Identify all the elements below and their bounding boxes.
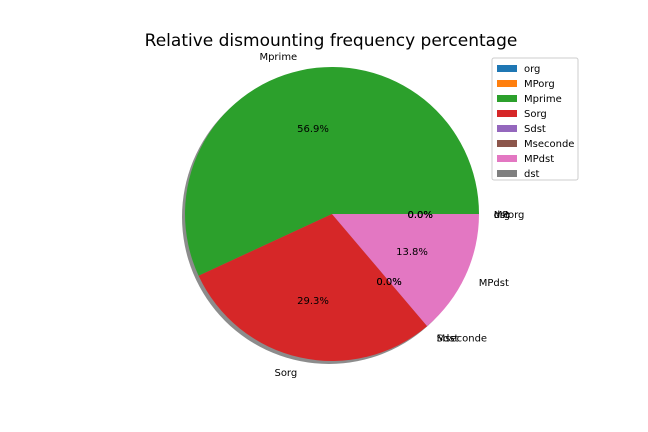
legend-items: org MPorg Mprime Sorg Sdst Mseconde MPdst dst — [497, 64, 574, 180]
slice-label-sorg: Sorg — [274, 368, 297, 379]
legend-swatch-mprime — [497, 95, 517, 102]
legend-label-sdst: Sdst — [524, 124, 546, 135]
legend-swatch-mpdst — [497, 155, 517, 162]
slice-percent-mpdst: 13.8% — [396, 247, 428, 258]
slice-percent-sdst: 0.0% — [376, 277, 401, 288]
legend-frame — [491, 57, 579, 181]
pie-slices — [184, 66, 479, 361]
slice-percent-mseconde: 0.0% — [376, 277, 401, 288]
legend-swatch-mseconde — [497, 140, 517, 147]
legend-swatch-sdst — [497, 125, 517, 132]
legend-label-mseconde: Mseconde — [524, 139, 574, 150]
slice-label-org: org — [494, 210, 510, 221]
pie-slice-sorg — [198, 214, 428, 361]
legend-swatch-dst — [497, 170, 517, 177]
pie-slice-mprime — [184, 66, 479, 276]
pie-slice-mpdst — [332, 214, 479, 327]
slice-percent-org: 0.0% — [407, 210, 432, 221]
legend-label-sorg: Sorg — [524, 109, 547, 120]
legend-label-dst: dst — [524, 169, 540, 180]
slice-label-mporg: MPorg — [494, 210, 525, 221]
slice-percent-mporg: 0.0% — [407, 210, 432, 221]
slice-label-dst: dst — [494, 210, 510, 221]
slice-percent-labels: 0.0%0.0%56.9%29.3%0.0%0.0%13.8%0.0% — [297, 124, 433, 307]
legend-swatch-sorg — [497, 110, 517, 117]
legend-swatch-mporg — [497, 80, 517, 87]
slice-percent-dst: 0.0% — [407, 210, 432, 221]
legend-label-mporg: MPorg — [524, 79, 555, 90]
slice-label-mpdst: MPdst — [479, 278, 509, 289]
legend-label-mprime: Mprime — [524, 94, 562, 105]
slice-percent-mprime: 56.9% — [297, 124, 329, 135]
legend-label-org: org — [524, 64, 540, 75]
legend: org MPorg Mprime Sorg Sdst Mseconde MPdst dst — [491, 57, 579, 181]
legend-swatch-org — [497, 65, 517, 72]
slice-percent-sorg: 29.3% — [297, 296, 329, 307]
slice-label-mseconde: Mseconde — [437, 333, 487, 344]
legend-label-mpdst: MPdst — [524, 154, 554, 165]
chart-title: Relative dismounting frequency percentag… — [145, 31, 518, 51]
slice-label-mprime: Mprime — [259, 52, 297, 63]
slice-label-sdst: Sdst — [437, 333, 459, 344]
